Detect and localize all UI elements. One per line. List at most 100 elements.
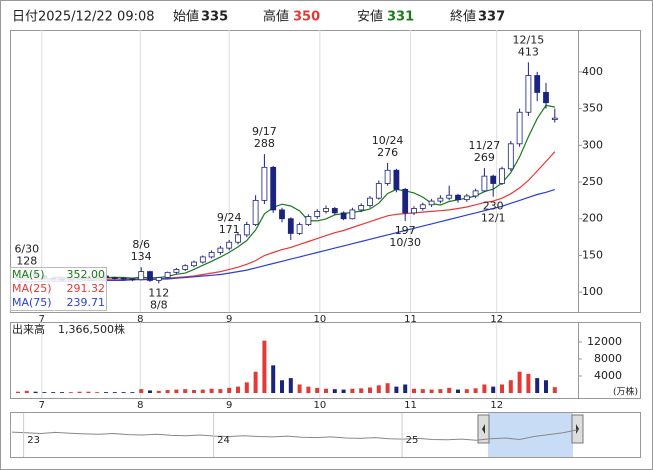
candle-body bbox=[490, 175, 497, 184]
volume-bar bbox=[544, 380, 548, 393]
annotation-value: 288 bbox=[254, 137, 275, 150]
volume-bar bbox=[271, 365, 276, 393]
volume-bar bbox=[535, 378, 540, 393]
candle-body bbox=[411, 208, 417, 214]
annotation-value: 171 bbox=[219, 223, 240, 236]
x-tick-label: 8 bbox=[137, 400, 143, 411]
annotation-date: 12/1 bbox=[481, 212, 506, 225]
annotation-value: 197 bbox=[395, 224, 416, 237]
volume-bar bbox=[139, 389, 144, 393]
volume-bar bbox=[183, 389, 188, 393]
candle-body bbox=[323, 208, 329, 212]
candle-body bbox=[331, 208, 338, 214]
volume-bar bbox=[33, 391, 38, 393]
y-tick-label: 4000 bbox=[594, 369, 622, 382]
date: 2025/12/22 09:08 bbox=[38, 10, 155, 25]
volume-bar bbox=[244, 382, 249, 393]
candle-body bbox=[261, 166, 268, 201]
overview-tick-label: 25 bbox=[406, 435, 419, 446]
candle-body bbox=[226, 241, 233, 249]
annotation-date: 10/30 bbox=[389, 236, 421, 249]
volume-bar bbox=[473, 388, 478, 393]
volume-bar bbox=[24, 390, 29, 393]
candle-body bbox=[164, 271, 171, 278]
candle-body bbox=[499, 168, 505, 184]
x-tick-label: 9 bbox=[226, 314, 232, 325]
candle-body bbox=[446, 194, 453, 199]
volume-bar bbox=[60, 392, 64, 393]
volume-bar bbox=[262, 340, 267, 393]
volume-bar bbox=[253, 371, 258, 393]
volume-bar bbox=[218, 389, 223, 393]
candle-body bbox=[481, 175, 488, 192]
annotation-date: 11/27 bbox=[469, 139, 501, 152]
annotation-value: 276 bbox=[377, 146, 398, 159]
y-tick-label: 250 bbox=[582, 175, 603, 188]
y-tick-label: 350 bbox=[582, 102, 603, 115]
volume-bar bbox=[104, 392, 108, 393]
y-tick-label: 12000 bbox=[587, 335, 622, 348]
candle-body bbox=[279, 209, 285, 220]
x-tick-label: 10 bbox=[313, 400, 326, 411]
volume-bar bbox=[148, 390, 152, 393]
annotation-date: 10/24 bbox=[372, 134, 404, 147]
x-tick-label: 10 bbox=[313, 314, 326, 325]
volume-bar bbox=[350, 388, 355, 393]
annotation-value: 269 bbox=[474, 151, 495, 164]
candle-body bbox=[358, 205, 365, 211]
volume-bar bbox=[394, 386, 399, 393]
volume-bar bbox=[552, 387, 557, 393]
candle-body bbox=[463, 195, 470, 201]
volume-bar bbox=[77, 391, 82, 393]
candle-body bbox=[129, 278, 136, 281]
ma-line bbox=[18, 189, 555, 283]
header: 日付 2025/12/22 09:08 始値 335 高値 350 安値 331… bbox=[12, 9, 505, 25]
y-tick-label: 300 bbox=[582, 138, 603, 151]
candle-body bbox=[314, 210, 321, 217]
volume-bar bbox=[376, 385, 381, 393]
candle-body bbox=[270, 166, 277, 211]
annotation-value: 134 bbox=[131, 250, 152, 263]
y-tick-label: 400 bbox=[582, 65, 603, 78]
open-label: 始値 bbox=[173, 9, 199, 25]
volume-bar bbox=[324, 388, 328, 393]
volume-bar bbox=[368, 387, 372, 393]
ma-line bbox=[53, 104, 555, 280]
candle-body bbox=[305, 216, 312, 226]
candle-body bbox=[551, 117, 558, 120]
annotation-date: 6/30 bbox=[14, 243, 39, 256]
candle-body bbox=[138, 271, 145, 281]
volume-bar bbox=[482, 384, 487, 393]
y-tick-label: 100 bbox=[582, 285, 603, 298]
candle-body bbox=[155, 277, 162, 281]
volume-bar bbox=[86, 391, 91, 393]
volume-bar bbox=[500, 384, 504, 393]
candle-body bbox=[393, 169, 400, 190]
volume-bar bbox=[341, 389, 346, 393]
x-tick-label: 7 bbox=[39, 314, 45, 325]
candle-body bbox=[367, 197, 373, 206]
volume-bar bbox=[359, 388, 364, 393]
x-tick-label: 8 bbox=[137, 314, 143, 325]
legend-value: 291.32 bbox=[67, 282, 106, 295]
volume-unit: (万株) bbox=[613, 386, 638, 398]
volume-bar bbox=[174, 389, 179, 393]
y-tick-label: 200 bbox=[582, 212, 603, 225]
volume-bar bbox=[447, 387, 452, 393]
candle-body bbox=[472, 190, 479, 197]
price-panel bbox=[10, 30, 641, 313]
volume-bar bbox=[403, 384, 408, 393]
volume-bar bbox=[297, 384, 302, 393]
navigator-selection[interactable] bbox=[488, 413, 573, 457]
volume-bar bbox=[227, 387, 232, 393]
x-tick-label: 9 bbox=[226, 400, 232, 411]
candle-body bbox=[111, 277, 118, 279]
overview-line bbox=[11, 429, 578, 441]
legend-name: MA(25) bbox=[12, 282, 52, 295]
volume-bar bbox=[68, 392, 73, 393]
volume-bar bbox=[420, 389, 425, 393]
volume-bar bbox=[315, 387, 320, 393]
candle-body bbox=[437, 197, 444, 202]
legend-value: 352.00 bbox=[67, 268, 106, 281]
legend-value: 239.71 bbox=[67, 296, 106, 309]
